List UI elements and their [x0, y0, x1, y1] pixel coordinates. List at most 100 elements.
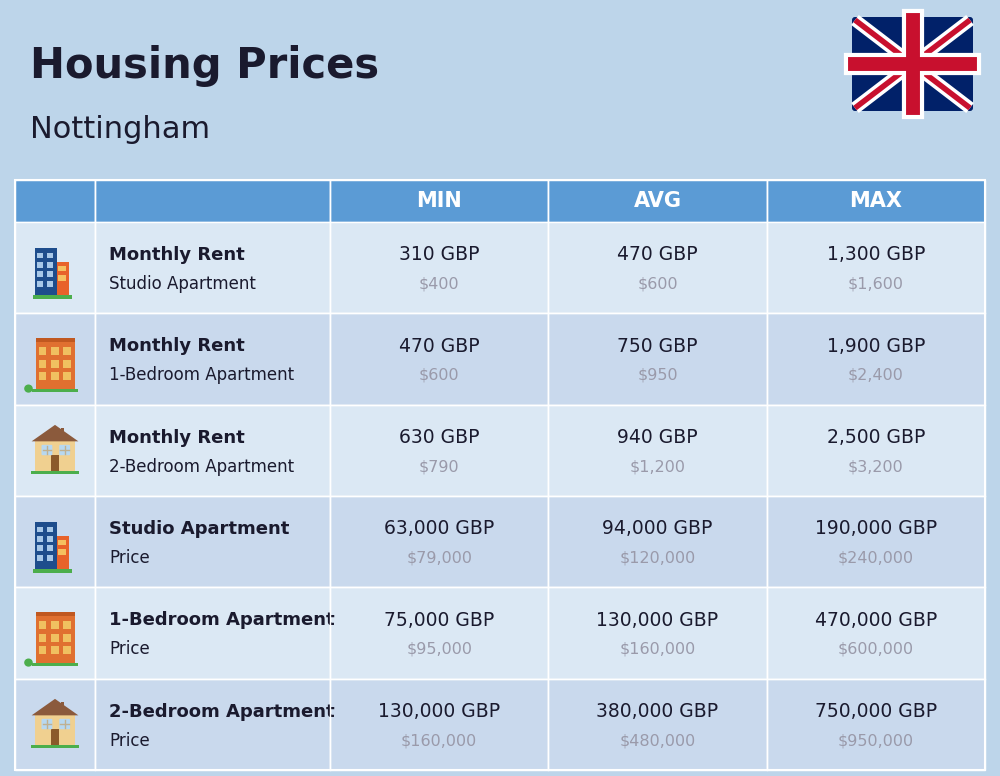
Bar [36, 338, 74, 341]
Bar [330, 679, 548, 770]
Text: 940 GBP: 940 GBP [617, 428, 698, 447]
Bar [51, 633, 59, 642]
Bar [31, 745, 79, 748]
Text: Studio Apartment: Studio Apartment [109, 520, 289, 538]
Bar [39, 347, 46, 355]
Bar [58, 549, 66, 555]
Bar [37, 272, 43, 277]
Text: $240,000: $240,000 [838, 551, 914, 566]
Text: Price: Price [109, 732, 150, 750]
Bar [15, 679, 95, 770]
Bar [330, 314, 548, 404]
Bar [51, 372, 59, 380]
Text: 1-Bedroom Apartment: 1-Bedroom Apartment [109, 611, 335, 629]
Bar [767, 679, 985, 770]
Text: 470,000 GBP: 470,000 GBP [815, 611, 937, 629]
Text: 75,000 GBP: 75,000 GBP [384, 611, 494, 629]
Bar [51, 646, 59, 654]
Bar [51, 455, 59, 471]
Bar [330, 496, 548, 587]
Text: $160,000: $160,000 [401, 733, 477, 748]
Bar [548, 180, 767, 222]
Text: 470 GBP: 470 GBP [399, 337, 479, 355]
Text: MAX: MAX [849, 191, 902, 211]
Text: $600,000: $600,000 [838, 642, 914, 657]
Bar [37, 546, 43, 551]
Bar [95, 587, 330, 679]
Bar [548, 587, 767, 679]
Text: Price: Price [109, 640, 150, 659]
Bar [548, 404, 767, 496]
Bar [51, 621, 59, 629]
Text: 630 GBP: 630 GBP [399, 428, 479, 447]
Bar [47, 527, 53, 532]
Text: 2-Bedroom Apartment: 2-Bedroom Apartment [109, 458, 294, 476]
Bar [57, 262, 69, 295]
Text: $600: $600 [637, 276, 678, 292]
Bar [35, 248, 57, 295]
Bar [63, 633, 71, 642]
Text: 380,000 GBP: 380,000 GBP [596, 702, 719, 721]
Bar [35, 521, 57, 569]
Bar [35, 442, 75, 471]
Bar [32, 663, 78, 666]
Text: 190,000 GBP: 190,000 GBP [815, 519, 937, 539]
Ellipse shape [24, 384, 33, 393]
Bar [63, 646, 71, 654]
Text: Monthly Rent: Monthly Rent [109, 338, 245, 355]
Bar [36, 611, 74, 615]
Text: 94,000 GBP: 94,000 GBP [602, 519, 713, 539]
Bar [330, 404, 548, 496]
Bar [63, 347, 71, 355]
Text: 63,000 GBP: 63,000 GBP [384, 519, 494, 539]
Bar [15, 222, 95, 314]
Text: $480,000: $480,000 [619, 733, 696, 748]
Bar [36, 611, 74, 663]
Bar [63, 372, 71, 380]
Bar [58, 265, 66, 272]
Text: 470 GBP: 470 GBP [617, 245, 698, 265]
Text: $160,000: $160,000 [619, 642, 696, 657]
Text: 2-Bedroom Apartment: 2-Bedroom Apartment [109, 702, 335, 721]
Text: Housing Prices: Housing Prices [30, 45, 379, 87]
FancyBboxPatch shape [59, 719, 70, 729]
Text: 750 GBP: 750 GBP [617, 337, 698, 355]
Bar [548, 679, 767, 770]
Text: MIN: MIN [416, 191, 462, 211]
Bar [31, 471, 79, 474]
Bar [37, 252, 43, 258]
Bar [61, 428, 64, 440]
Text: 130,000 GBP: 130,000 GBP [378, 702, 500, 721]
Bar [15, 496, 95, 587]
Bar [15, 180, 985, 770]
Bar [37, 555, 43, 560]
FancyBboxPatch shape [42, 719, 52, 729]
Bar [95, 222, 330, 314]
Text: $1,200: $1,200 [630, 459, 686, 474]
Text: $120,000: $120,000 [619, 551, 696, 566]
Bar [95, 496, 330, 587]
Text: Price: Price [109, 549, 150, 567]
Bar [95, 314, 330, 404]
Bar [548, 314, 767, 404]
Text: 1-Bedroom Apartment: 1-Bedroom Apartment [109, 366, 294, 384]
Text: Studio Apartment: Studio Apartment [109, 275, 256, 293]
Bar [33, 295, 72, 299]
Bar [47, 252, 53, 258]
Text: Monthly Rent: Monthly Rent [109, 246, 245, 264]
Bar [330, 587, 548, 679]
Text: $2,400: $2,400 [848, 368, 904, 383]
Bar [63, 359, 71, 368]
Bar [51, 347, 59, 355]
Text: $790: $790 [419, 459, 459, 474]
Text: 1,900 GBP: 1,900 GBP [827, 337, 925, 355]
Bar [63, 621, 71, 629]
Ellipse shape [24, 659, 33, 667]
Bar [95, 404, 330, 496]
Bar [61, 702, 64, 714]
Bar [15, 180, 95, 222]
Text: 130,000 GBP: 130,000 GBP [596, 611, 719, 629]
Text: $400: $400 [419, 276, 459, 292]
Text: AVG: AVG [634, 191, 682, 211]
Bar [39, 359, 46, 368]
